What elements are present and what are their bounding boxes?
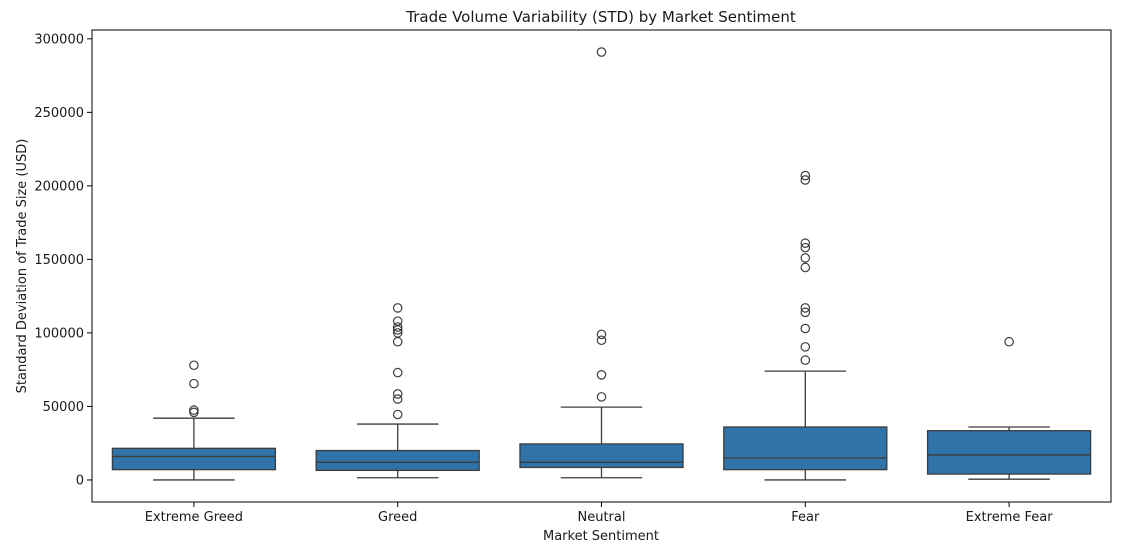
- outlier-point: [392, 336, 403, 347]
- outlier-point: [596, 370, 607, 380]
- outlier-point: [800, 355, 811, 365]
- outlier-point: [800, 170, 811, 181]
- outlier-point: [392, 325, 403, 335]
- outlier-point: [800, 262, 811, 273]
- outlier-point: [596, 392, 607, 402]
- outlier-point: [392, 367, 403, 378]
- box-extreme-greed: [111, 360, 277, 481]
- outlier-point: [800, 253, 811, 263]
- outlier-point: [189, 407, 199, 418]
- y-axis: 0 50000 100000 150000 200000 250000 300000: [34, 32, 92, 488]
- outlier-point: [800, 175, 811, 185]
- box-iqr: [723, 426, 888, 471]
- x-tick-label: Fear: [791, 510, 820, 525]
- x-tick-label: Neutral: [578, 510, 626, 525]
- outlier-point: [1004, 336, 1014, 347]
- y-tick-label: 150000: [34, 253, 84, 268]
- y-tick-label: 250000: [34, 106, 84, 121]
- outlier-point: [800, 303, 811, 313]
- y-tick-label: 0: [76, 473, 84, 488]
- outlier-point: [800, 307, 811, 318]
- box-fear: [723, 170, 888, 481]
- x-tick-label: Greed: [378, 510, 417, 525]
- chart-title: Trade Volume Variability (STD) by Market…: [405, 8, 796, 26]
- y-tick-label: 50000: [43, 400, 84, 415]
- outlier-point: [392, 394, 403, 404]
- outlier-point: [800, 242, 811, 253]
- outlier-point: [189, 378, 199, 389]
- box-extreme-fear: [926, 336, 1092, 480]
- outlier-point: [189, 360, 199, 371]
- box-iqr: [315, 449, 480, 472]
- outlier-point: [392, 303, 403, 313]
- outlier-point: [392, 322, 403, 332]
- box-neutral: [519, 47, 684, 479]
- x-tick-label: Extreme Fear: [966, 510, 1054, 525]
- y-axis-label: Standard Deviation of Trade Size (USD): [15, 139, 30, 394]
- x-axis-label: Market Sentiment: [543, 529, 659, 544]
- y-tick-label: 100000: [34, 326, 84, 341]
- outlier-point: [392, 409, 403, 420]
- outlier-point: [596, 335, 607, 346]
- box-iqr: [111, 447, 277, 471]
- outlier-point: [596, 329, 607, 340]
- x-axis: Extreme Greed Greed Neutral Fear Extreme Fea…: [145, 502, 1053, 525]
- y-tick-label: 300000: [34, 32, 84, 47]
- outlier-point: [800, 342, 811, 352]
- outlier-point: [800, 238, 811, 249]
- x-tick-label: Extreme Greed: [145, 510, 243, 525]
- outlier-point: [596, 47, 607, 57]
- box-iqr: [519, 443, 684, 469]
- y-tick-label: 200000: [34, 179, 84, 194]
- outlier-point: [800, 323, 811, 334]
- outlier-point: [392, 389, 403, 399]
- box-greed: [315, 303, 480, 479]
- box-iqr: [926, 430, 1092, 475]
- boxes: [111, 47, 1092, 481]
